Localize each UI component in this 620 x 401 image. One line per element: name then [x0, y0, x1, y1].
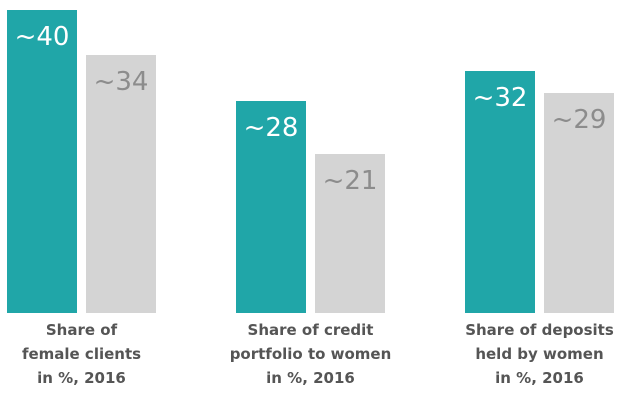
bar [236, 100, 306, 313]
category-label: Share of female clients in %, 2016 [21, 321, 142, 387]
category-label: Share of deposits held by women in %, 20… [465, 321, 614, 387]
bar [315, 153, 385, 313]
value-label: ~32 [472, 82, 528, 113]
value-label: ~34 [93, 67, 149, 98]
category-label: Share of credit portfolio to women in %,… [229, 321, 392, 387]
value-label: ~28 [243, 112, 299, 143]
bar [86, 55, 156, 313]
bar [544, 93, 614, 313]
bar [465, 70, 535, 313]
value-label: ~29 [551, 105, 607, 136]
bar [7, 10, 77, 313]
value-label: ~40 [14, 22, 70, 52]
value-label: ~21 [322, 165, 378, 196]
